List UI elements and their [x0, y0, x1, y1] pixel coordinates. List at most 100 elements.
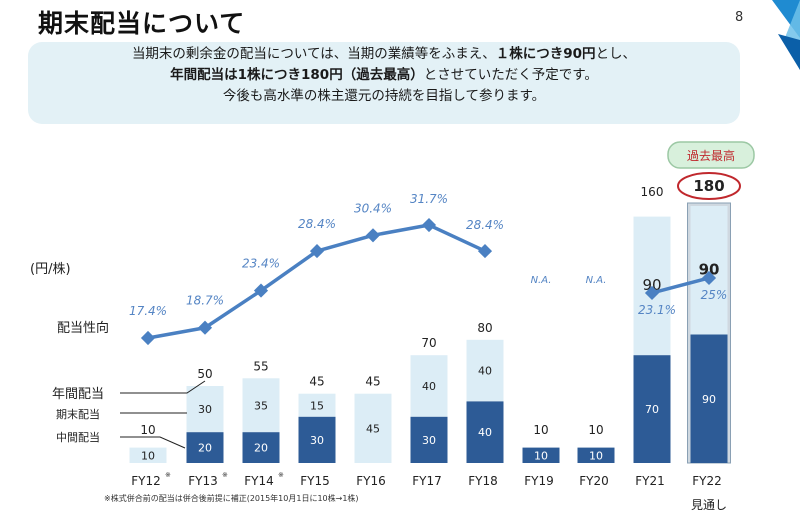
- payout-label: 25%: [701, 288, 728, 302]
- bar-yearend: [354, 393, 392, 463]
- bar-interim: [577, 447, 615, 463]
- bar-yearend: [690, 206, 728, 335]
- x-tick-label: FY20: [579, 474, 609, 488]
- bar-yearend: [242, 378, 280, 433]
- payout-marker: [140, 330, 156, 346]
- bar-interim: [410, 416, 448, 463]
- bar-interim-label: 90: [702, 393, 716, 406]
- bar-interim-label: 30: [310, 434, 324, 447]
- bar-total-label: 10: [588, 423, 603, 437]
- payout-label: 28.4%: [466, 218, 504, 232]
- x-tick-label: FY12: [131, 474, 161, 488]
- payout-marker: [309, 244, 325, 259]
- bar-interim: [522, 447, 560, 463]
- payout-label: 31.7%: [410, 192, 448, 206]
- bar-yearend-label: 15: [310, 399, 324, 412]
- payout-label: 28.4%: [298, 217, 336, 231]
- legend-yearend-label: 期末配当: [56, 407, 100, 421]
- leader-interim: [120, 436, 186, 449]
- record-badge: [667, 141, 755, 169]
- x-tick-label: FY21: [635, 474, 665, 488]
- bar-interim: [466, 401, 504, 463]
- payout-label: 23.1%: [638, 303, 676, 317]
- payout-marker: [253, 283, 269, 298]
- bar-yearend-label: 45: [366, 422, 380, 435]
- bar-yearend-label: 35: [254, 399, 268, 412]
- x-tick-label: FY16: [356, 474, 386, 488]
- bar-total-label: 180: [693, 177, 724, 195]
- bar-total-label: 55: [253, 359, 268, 373]
- bar-yearend: [186, 386, 224, 433]
- payout-label: 17.4%: [129, 304, 167, 318]
- message-line-3: 今後も高水準の株主還元の持続を目指して参ります。: [222, 88, 546, 104]
- payout-label: 30.4%: [354, 201, 392, 215]
- bar-yearend-label: 90: [699, 260, 720, 278]
- x-tick-note: ※: [278, 471, 284, 479]
- payout-line: [651, 276, 710, 295]
- x-tick-label: FY15: [300, 474, 330, 488]
- bar-interim: [186, 432, 224, 463]
- bar-total-label: 45: [365, 375, 380, 389]
- payout-marker: [644, 285, 660, 301]
- legend-interim-label: 中間配当: [56, 430, 100, 444]
- x-tick-label: FY17: [412, 474, 442, 488]
- x-tick-label: FY22: [692, 474, 722, 488]
- x-tick-label: FY14: [244, 474, 274, 488]
- payout-label: N.A.: [586, 275, 607, 286]
- bar-yearend-label: 40: [478, 365, 492, 378]
- x-tick-label: FY19: [524, 474, 554, 488]
- bar-total-label: 70: [421, 336, 436, 350]
- bar-interim-label: 40: [478, 426, 492, 439]
- payout-marker: [365, 228, 381, 243]
- bar-total-label: 10: [140, 423, 155, 437]
- bar-interim-label: 20: [198, 442, 212, 455]
- unit-label: (円/株): [30, 262, 71, 277]
- leader-total: [120, 380, 206, 394]
- payout-marker: [477, 244, 493, 259]
- bar-interim: [690, 334, 728, 463]
- legend-total-label: 年間配当: [52, 387, 104, 402]
- bar-interim-label: 10: [589, 449, 603, 462]
- footnote: ※株式併合前の配当は併合後前提に補正(2015年10月1日に10株→1株): [104, 494, 359, 503]
- record-badge-label: 過去最高: [687, 148, 735, 163]
- bar-total-label: 160: [641, 185, 664, 199]
- payout-marker: [421, 217, 437, 233]
- payout-marker: [701, 270, 717, 286]
- bar-yearend-label: 90: [642, 276, 661, 294]
- payout-label: 18.7%: [186, 294, 224, 308]
- bar-yearend: [466, 339, 504, 402]
- bar-interim-label: 20: [254, 442, 268, 455]
- message-box: 当期末の剰余金の配当については、当期の業績等をふまえ、１株につき90円とし、 年…: [28, 42, 740, 124]
- page-title: 期末配当について: [38, 9, 246, 38]
- x-tick-label: FY13: [188, 474, 218, 488]
- bar-total-label: 10: [533, 423, 548, 437]
- bar-yearend-label: 30: [198, 403, 212, 416]
- bar-yearend-label: 40: [422, 380, 436, 393]
- page-number: 8: [735, 10, 744, 25]
- payout-label: N.A.: [531, 275, 552, 286]
- record-circle: [677, 172, 741, 200]
- message-line-2: 年間配当は1株につき180円（過去最高）とさせていただく予定です。: [170, 67, 598, 83]
- bar-interim-label: 10: [534, 449, 548, 462]
- bar-yearend: [129, 447, 167, 463]
- bar-total-label: 45: [309, 375, 324, 389]
- bar-total-label: 80: [477, 321, 492, 335]
- x-tick-note: ※: [165, 471, 171, 479]
- bar-yearend: [410, 355, 448, 417]
- bar-interim: [633, 355, 671, 463]
- bar-total-label: 50: [197, 367, 212, 381]
- payout-marker: [197, 320, 213, 335]
- legend-payout-label: 配当性向: [57, 320, 109, 336]
- bar-yearend: [298, 393, 336, 417]
- forecast-label: 見通し: [691, 498, 727, 512]
- corner-decoration: [772, 0, 800, 70]
- x-tick-note: ※: [222, 471, 228, 479]
- bar-interim: [242, 432, 280, 463]
- x-tick-label: FY18: [468, 474, 498, 488]
- bar-interim: [298, 416, 336, 463]
- message-line-1: 当期末の剰余金の配当については、当期の業績等をふまえ、１株につき90円とし、: [131, 46, 637, 62]
- bar-interim-label: 70: [645, 403, 659, 416]
- payout-line: [147, 223, 486, 340]
- payout-label: 23.4%: [242, 257, 280, 271]
